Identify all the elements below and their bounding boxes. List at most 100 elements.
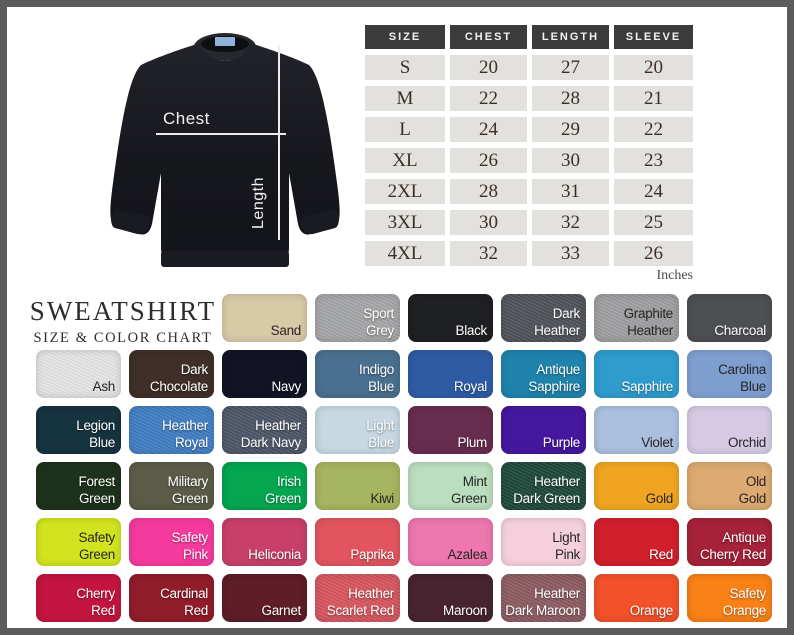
color-swatch: Heather Dark Maroon <box>501 574 586 622</box>
color-swatch-label: Plum <box>457 434 487 450</box>
color-swatch-label: Kiwi <box>370 490 394 506</box>
size-table-header-cell: CHEST <box>450 25 527 49</box>
color-swatch-label: Legion Blue <box>76 418 115 450</box>
size-table-cell: 32 <box>532 210 609 235</box>
size-table-cell: 26 <box>450 148 527 173</box>
size-table-cell: 24 <box>614 179 693 204</box>
color-swatch: Light Pink <box>501 518 586 566</box>
hem-band <box>161 251 289 267</box>
color-swatch-label: Heliconia <box>248 546 301 562</box>
color-row: Sand Sport Grey Black Dark Heather Graphite … <box>222 294 772 342</box>
chart-title-block: SWEATSHIRT SIZE & COLOR CHART <box>27 296 219 347</box>
left-cuff <box>111 209 150 235</box>
color-swatch: Kiwi <box>315 462 400 510</box>
color-swatch-label: Carolina Blue <box>718 362 766 394</box>
size-table-cell: 30 <box>450 210 527 235</box>
color-swatch-label: Safety Pink <box>171 530 209 562</box>
color-swatch-label: Antique Cherry Red <box>699 530 766 562</box>
color-swatch: Heather Dark Green <box>501 462 586 510</box>
size-table-cell: 20 <box>614 55 693 80</box>
color-swatch: Safety Pink <box>129 518 214 566</box>
color-swatch-label: Sapphire <box>621 378 673 394</box>
size-table-cell: L <box>365 117 445 142</box>
color-swatch: Dark Chocolate <box>129 350 214 398</box>
color-swatch: Heather Royal <box>129 406 214 454</box>
color-swatch: Purple <box>501 406 586 454</box>
color-swatch-label: Heather Dark Green <box>513 474 580 506</box>
size-table-cell: 20 <box>450 55 527 80</box>
size-table-cell: XL <box>365 148 445 173</box>
color-swatch-label: Azalea <box>447 546 488 562</box>
color-swatch-label: Cherry Red <box>76 586 115 618</box>
color-swatch-label: Garnet <box>261 602 302 618</box>
color-swatch: Dark Heather <box>501 294 586 342</box>
color-swatch: Paprika <box>315 518 400 566</box>
color-swatch: Safety Green <box>36 518 121 566</box>
color-swatch-label: Heather Scarlet Red <box>326 586 395 618</box>
length-measure-label: Length <box>250 177 267 229</box>
size-table-header-cell: SLEEVE <box>614 25 693 49</box>
color-swatch: Maroon <box>408 574 493 622</box>
color-swatch-label: Light Blue <box>366 418 394 450</box>
color-swatch: Orchid <box>687 406 772 454</box>
color-swatch-label: Heather Dark Navy <box>240 418 302 450</box>
color-swatch-label: Maroon <box>443 602 487 618</box>
color-swatch-label: Graphite Heather <box>623 306 674 338</box>
size-table-cell: 27 <box>532 55 609 80</box>
color-row: Safety Green Safety Pink Heliconia Paprika A… <box>36 518 772 566</box>
color-swatch: Antique Cherry Red <box>687 518 772 566</box>
size-table-cell: 28 <box>532 86 609 111</box>
right-cuff <box>300 209 339 235</box>
size-table-cell: 29 <box>532 117 609 142</box>
color-swatch: Forest Green <box>36 462 121 510</box>
color-swatch-label: Light Pink <box>552 530 580 562</box>
size-table-cell: 22 <box>614 117 693 142</box>
color-swatch: Antique Sapphire <box>501 350 586 398</box>
color-swatch-label: Sand <box>270 322 302 338</box>
color-swatch-label: Cardinal Red <box>160 586 208 618</box>
sweatshirt-illustration <box>103 31 351 269</box>
color-swatch-label: Mint Green <box>450 474 487 506</box>
size-table-cell: 28 <box>450 179 527 204</box>
color-swatch-label: Red <box>649 546 673 562</box>
color-swatch: Irish Green <box>222 462 307 510</box>
color-swatch: Gold <box>594 462 679 510</box>
color-swatch: Cherry Red <box>36 574 121 622</box>
units-note: Inches <box>656 268 693 283</box>
color-swatch: Safety Orange <box>687 574 772 622</box>
color-swatch: Mint Green <box>408 462 493 510</box>
color-swatch-label: Irish Green <box>264 474 301 506</box>
color-swatch-label: Orchid <box>728 434 766 450</box>
color-row: Cherry Red Cardinal Red Garnet Heather Scar… <box>36 574 772 622</box>
color-swatch: Garnet <box>222 574 307 622</box>
color-swatch-label: Purple <box>542 434 581 450</box>
color-swatch-label: Violet <box>641 434 673 450</box>
color-swatch: Old Gold <box>687 462 772 510</box>
color-swatch: Violet <box>594 406 679 454</box>
color-swatch-label: Safety Green <box>78 530 116 562</box>
color-swatch: Indigo Blue <box>315 350 400 398</box>
color-swatch-label: Indigo Blue <box>359 362 394 394</box>
color-swatch-label: Sport Grey <box>363 306 394 338</box>
size-table-cell: 4XL <box>365 241 445 266</box>
color-swatch: Azalea <box>408 518 493 566</box>
color-swatch: Sand <box>222 294 307 342</box>
size-table-header-cell: LENGTH <box>532 25 609 49</box>
color-swatch-label: Old Gold <box>738 474 767 506</box>
neck-tag <box>215 37 235 46</box>
size-table-cell: 21 <box>614 86 693 111</box>
size-table-header-cell: SIZE <box>365 25 445 49</box>
color-swatch-label: Charcoal <box>714 322 766 338</box>
color-swatch-label: Paprika <box>350 546 394 562</box>
color-swatch: Light Blue <box>315 406 400 454</box>
chest-measure-label: Chest <box>163 109 210 128</box>
size-table-cell: M <box>365 86 445 111</box>
chart-subtitle: SIZE & COLOR CHART <box>33 330 213 346</box>
color-swatch: Carolina Blue <box>687 350 772 398</box>
color-swatch: Military Green <box>129 462 214 510</box>
size-table-cell: 23 <box>614 148 693 173</box>
color-swatch: Heather Dark Navy <box>222 406 307 454</box>
size-table-cell: 30 <box>532 148 609 173</box>
color-swatch: Royal <box>408 350 493 398</box>
